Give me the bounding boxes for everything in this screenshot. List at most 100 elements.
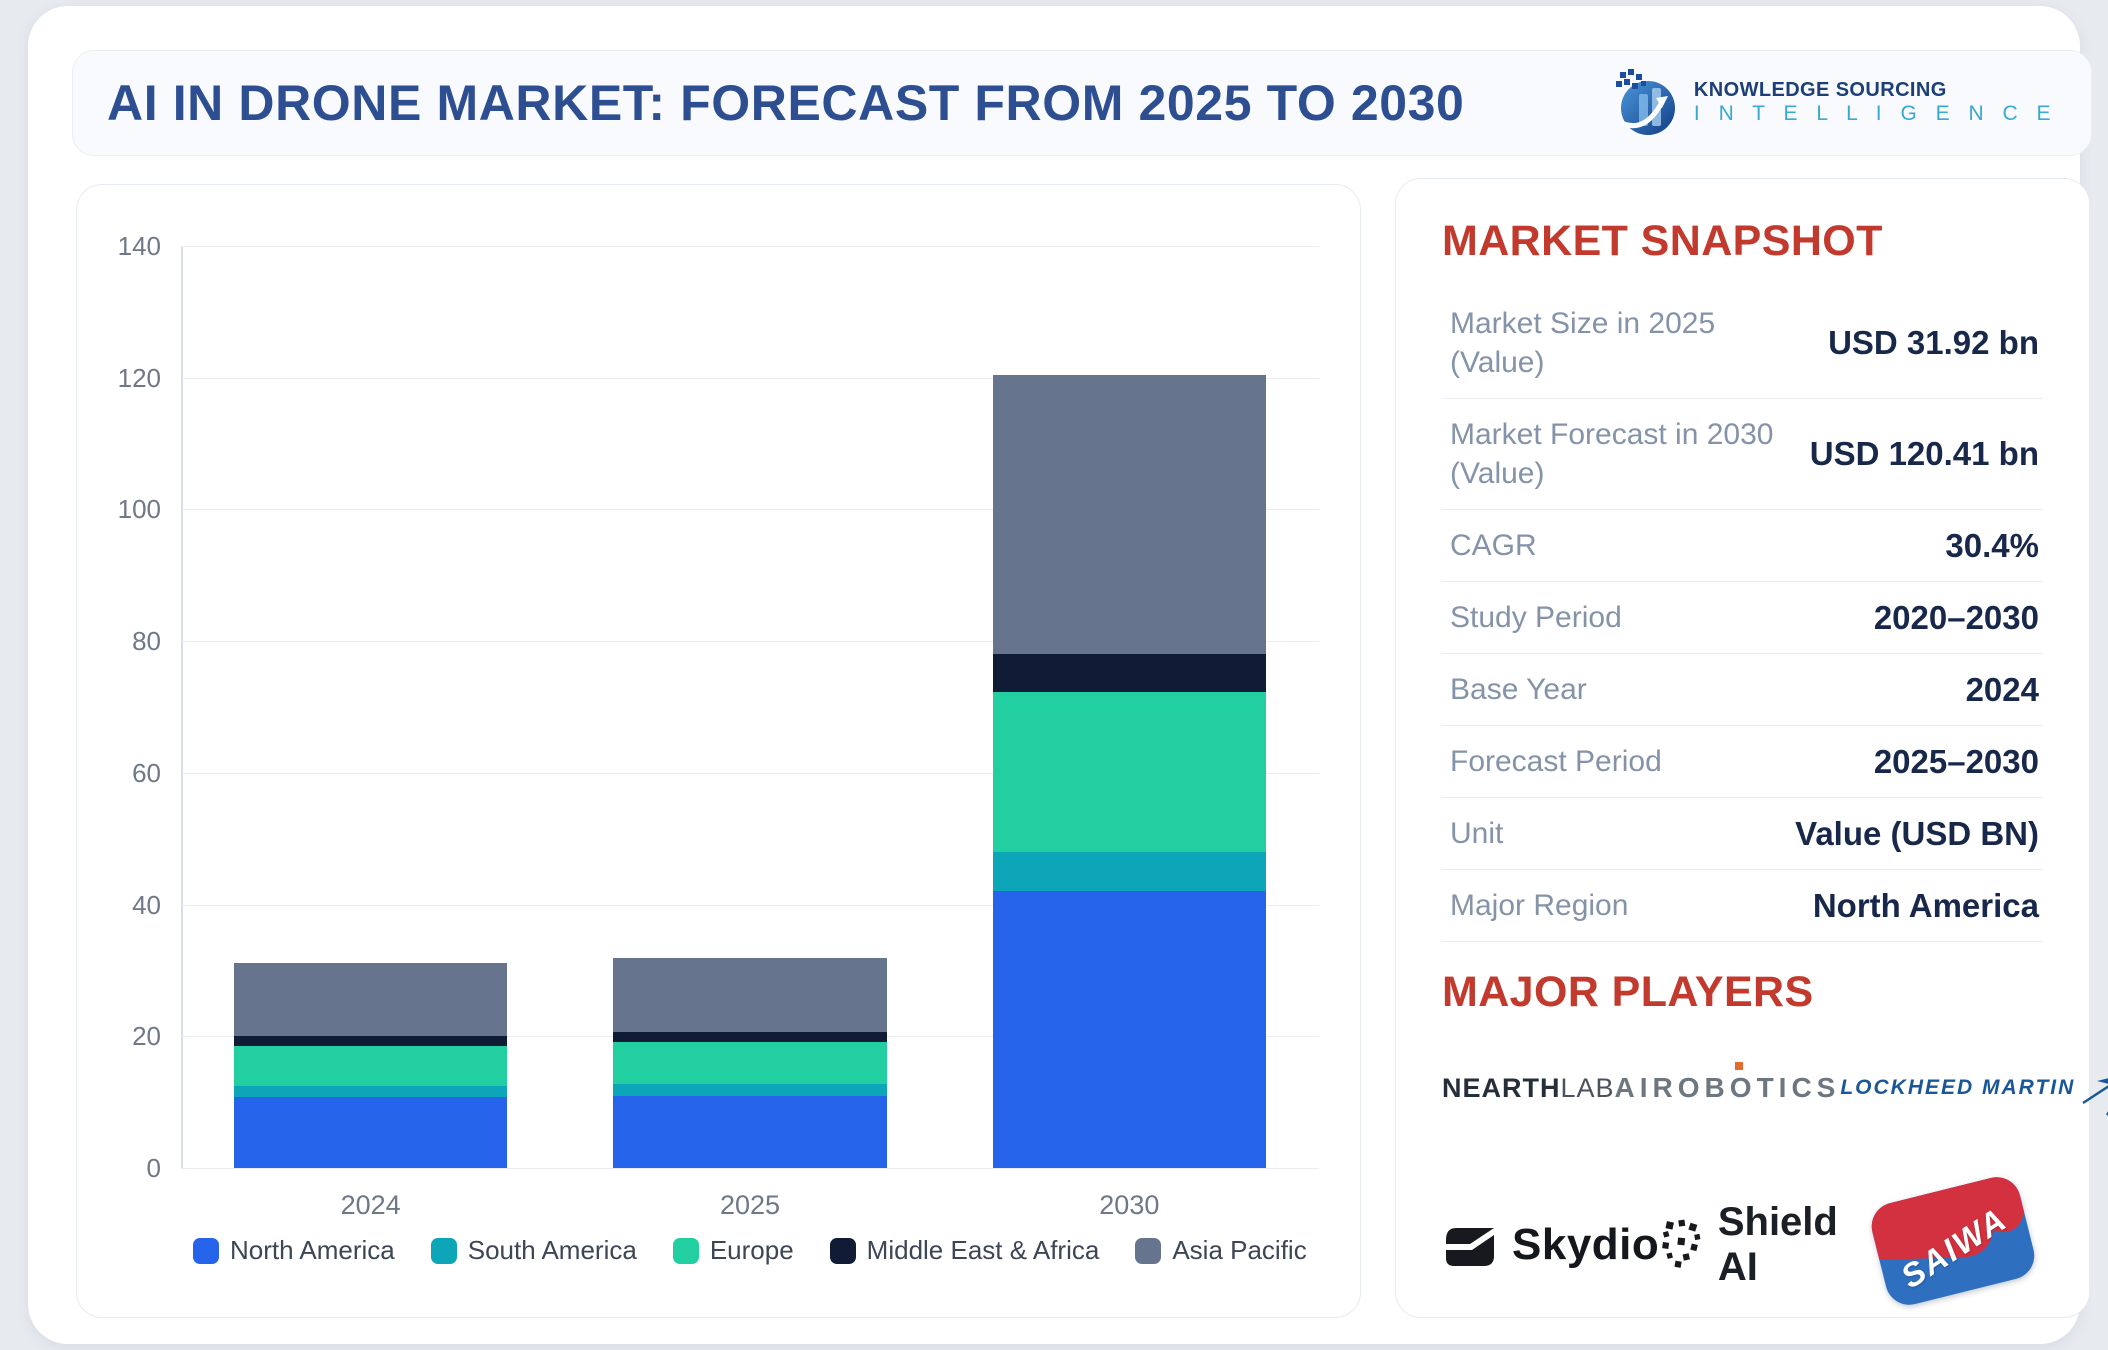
gridline-y-80 (181, 641, 1319, 643)
lockheed-martin-logo: LOCKHEED MARTIN (1840, 1059, 2108, 1117)
bar-segment-2024-south-america (234, 1085, 508, 1097)
snapshot-row-value: 30.4% (1945, 526, 2039, 564)
x-tick-label-2030: 2030 (1099, 1190, 1160, 1220)
snapshot-row-label: Market Forecast in 2030 (Value) (1450, 418, 1774, 490)
snapshot-row-label: Unit (1450, 817, 1504, 850)
market-snapshot-panel: MARKET SNAPSHOT Market Size in 2025 (Valu… (1395, 178, 2108, 1319)
gridline-y-0 (181, 1168, 1319, 1169)
snapshot-row-unit: Unit Value (USD BN) (1442, 798, 2043, 870)
snapshot-row-value: Value (USD BN) (1795, 814, 2039, 852)
shield-ai-logo-icon (1662, 1219, 1701, 1268)
snapshot-row-value: 2020–2030 (1873, 598, 2039, 636)
airobotics-logo-dotted-o: O (1729, 1062, 1757, 1103)
x-tick-label-2025: 2025 (719, 1190, 781, 1220)
legend-item-middle-east-africa: Middle East & Africa (829, 1235, 1100, 1266)
snapshot-row-base-year: Base Year 2024 (1442, 654, 2043, 726)
airobotics-logo-part1: AIROB (1614, 1072, 1730, 1103)
header: AI IN DRONE MARKET: FORECAST FROM 2025 T… (72, 50, 2092, 156)
skydio-logo-text: Skydio (1512, 1220, 1660, 1269)
bar-segment-2024-europe (234, 1045, 508, 1086)
bar-segment-2030-asia-pacific (992, 375, 1266, 654)
snapshot-row-label: CAGR (1450, 529, 1537, 562)
legend-label: Middle East & Africa (866, 1235, 1100, 1265)
players-row-2: Skydio (1442, 1171, 2043, 1319)
y-axis-line (181, 246, 183, 1168)
snapshot-row-study-period: Study Period 2020–2030 (1442, 582, 2043, 654)
skydio-logo-icon (1446, 1228, 1494, 1266)
bar-segment-2025-middle-east-africa (613, 1031, 887, 1042)
chart-card: 0 20 40 60 80 100 120 140 2024 2025 2030 North Ame… (76, 184, 1361, 1318)
bar-segment-2024-middle-east-africa (234, 1035, 508, 1046)
snapshot-row-label: Base Year (1450, 673, 1587, 706)
snapshot-row-value: 2025–2030 (1873, 742, 2039, 780)
legend-swatch (430, 1237, 457, 1264)
y-tick-label-100: 100 (117, 494, 161, 525)
snapshot-row-value: USD 120.41 bn (1809, 435, 2039, 472)
nearthlab-logo-bold: NEARTH (1442, 1072, 1561, 1103)
legend-swatch (672, 1237, 699, 1264)
legend-label: Asia Pacific (1172, 1235, 1307, 1265)
gridline-y-120 (181, 377, 1319, 379)
knowledge-sourcing-logo: KNOWLEDGE SOURCING I N T E L L I G E N C… (1612, 68, 2057, 138)
infographic-container: AI IN DRONE MARKET: FORECAST FROM 2025 T… (28, 6, 2108, 1344)
snapshot-row-cagr: CAGR 30.4% (1442, 510, 2043, 582)
nearthlab-logo: NEARTHLAB (1442, 1073, 1615, 1104)
legend: North America South America Europe Middle E… (193, 1235, 1307, 1266)
shield-ai-logo-text: Shield AI (1717, 1200, 1838, 1289)
logo-line2: I N T E L L I G E N C E (1693, 102, 2057, 126)
snapshot-row-value: North America (1812, 886, 2039, 924)
market-snapshot-heading: MARKET SNAPSHOT (1442, 217, 1883, 265)
bar-segment-2030-europe (992, 691, 1266, 852)
bar-segment-2030-south-america (992, 851, 1266, 892)
y-tick-label-60: 60 (132, 757, 161, 788)
bar-segment-2024-north-america (234, 1096, 508, 1168)
y-tick-label-120: 120 (117, 362, 161, 393)
legend-item-europe: Europe (672, 1235, 794, 1266)
y-tick-label-40: 40 (132, 889, 161, 920)
major-players-heading: MAJOR PLAYERS (1442, 968, 1814, 1016)
players-row-1: NEARTHLAB AIROBOTICS LOCKHEED MARTIN (1442, 1059, 2108, 1117)
snapshot-row-forecast-period: Forecast Period 2025–2030 (1442, 726, 2043, 798)
bar-segment-2024-asia-pacific (234, 963, 508, 1036)
snapshot-row-label: Market Size in 2025 (Value) (1450, 307, 1716, 379)
gridline-y-40 (181, 904, 1319, 906)
snapshot-row-market-forecast-in-2030: Market Forecast in 2030 (Value) USD 120.41… (1442, 399, 2043, 510)
snapshot-rows: Market Size in 2025 (Value) USD 31.92 bn Ma… (1442, 288, 2043, 942)
y-tick-label-20: 20 (132, 1021, 161, 1052)
snapshot-row-value: 2024 (1965, 670, 2039, 708)
nearthlab-logo-light: LAB (1560, 1072, 1615, 1103)
bar-segment-2025-asia-pacific (613, 957, 887, 1032)
snapshot-row-label: Forecast Period (1450, 745, 1662, 778)
snapshot-row-label: Study Period (1450, 601, 1622, 634)
legend-swatch (829, 1237, 856, 1264)
x-tick-label-2024: 2024 (340, 1190, 401, 1220)
shield-ai-logo: Shield AI (1659, 1200, 1869, 1290)
airobotics-logo-part3: TICS (1756, 1072, 1841, 1103)
legend-item-north-america: North America (193, 1235, 395, 1266)
snapshot-row-label: Major Region (1450, 889, 1629, 922)
gridline-y-100 (181, 509, 1319, 511)
bar-segment-2030-middle-east-africa (992, 653, 1266, 692)
skydio-logo: Skydio (1442, 1220, 1659, 1270)
gridline-y-60 (181, 772, 1319, 774)
y-tick-label-80: 80 (132, 626, 161, 657)
legend-label: North America (230, 1235, 395, 1265)
snapshot-row-value: USD 31.92 bn (1828, 324, 2039, 361)
legend-swatch (1135, 1237, 1162, 1264)
page-title: AI IN DRONE MARKET: FORECAST FROM 2025 T… (107, 75, 1465, 131)
legend-item-asia-pacific: Asia Pacific (1135, 1235, 1307, 1266)
logo-line1: KNOWLEDGE SOURCING (1693, 79, 1947, 102)
lockheed-martin-logo-text: LOCKHEED MARTIN (1840, 1076, 2076, 1099)
gridline-y-140 (181, 246, 1319, 247)
knowledge-sourcing-logo-icon (1615, 69, 1675, 135)
y-tick-label-140: 140 (117, 231, 161, 261)
legend-swatch (193, 1237, 219, 1264)
knowledge-sourcing-logo-text: KNOWLEDGE SOURCING I N T E L L I G E N C… (1694, 79, 2057, 126)
legend-label: South America (467, 1235, 637, 1265)
y-tick-label-0: 0 (146, 1153, 161, 1183)
lockheed-martin-star-icon (2082, 1078, 2108, 1116)
snapshot-row-market-size-in-2025: Market Size in 2025 (Value) USD 31.92 bn (1442, 288, 2043, 399)
bar-segment-2025-north-america (613, 1095, 887, 1168)
bar-segment-2030-north-america (992, 891, 1266, 1168)
saiwa-logo: SAIWA (1866, 1171, 2040, 1319)
